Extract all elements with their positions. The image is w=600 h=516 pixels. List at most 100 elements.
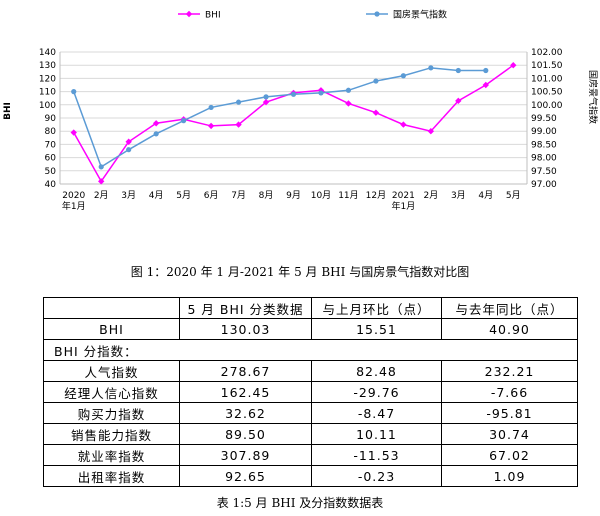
y-right-tick-label: 101.50 <box>531 61 563 71</box>
data-point <box>70 129 77 136</box>
y-left-tick-label: 80 <box>45 127 57 137</box>
table-cell: 30.74 <box>441 423 578 445</box>
figure-caption: 图 1：2020 年 1 月-2021 年 5 月 BHI 与国房景气指数对比图 <box>130 265 470 279</box>
x-axis-ticks: 2020 年1月 2月 3月 4月 5月 6月 7月 8月 9月 10月 11月 12月 2021 年1月 2… <box>62 190 521 212</box>
data-point <box>235 99 242 105</box>
series-line-bhi <box>73 64 514 183</box>
y-left-tick-label: 60 <box>45 154 57 164</box>
data-point <box>181 118 187 124</box>
row-label: 人气指数 <box>43 360 180 382</box>
row-label: 就业率指数 <box>43 444 180 466</box>
table-cell: 89.50 <box>179 423 312 445</box>
x-tick-label: 3月 <box>121 190 136 201</box>
left-axis-title: BHI <box>3 102 13 120</box>
table-cell: 130.03 <box>179 318 312 340</box>
x-tick-label: 12月 <box>366 190 386 201</box>
series-line-guofang <box>73 67 486 168</box>
chart-legend: BHI 国房景气指数 <box>178 9 447 21</box>
legend-label: 国房景气指数 <box>393 9 447 21</box>
data-point <box>262 98 270 106</box>
x-tick-label: 4月 <box>478 190 493 201</box>
table-header-cell <box>43 297 180 319</box>
table-cell: 82.48 <box>311 360 442 382</box>
left-axis-ticks: 40 50 60 70 80 90 100 110 120 130 140 <box>39 48 56 190</box>
line-chart: 40 50 60 70 80 90 100 110 120 130 140 97.00 97.50 98… <box>3 9 599 213</box>
x-tick-label: 3月 <box>451 190 466 201</box>
data-point <box>125 138 132 145</box>
table-caption: 表 1:5 月 BHI 及分指数数据表 <box>216 496 384 510</box>
table-cell: 1.09 <box>441 465 578 487</box>
table-cell: 162.45 <box>179 381 312 403</box>
data-point <box>372 109 380 116</box>
table-row: BHI 130.03 15.51 40.90 <box>43 318 578 340</box>
x-tick-label: 2月 <box>94 190 109 201</box>
y-right-tick-label: 98.50 <box>531 140 557 150</box>
data-point <box>126 147 132 153</box>
data-point <box>153 131 159 137</box>
data-point <box>427 128 435 135</box>
table-cell: -7.66 <box>441 381 578 403</box>
row-label: BHI <box>43 318 180 340</box>
data-point <box>208 104 214 111</box>
data-point <box>98 164 104 170</box>
section-label: BHI 分指数： <box>43 339 578 361</box>
y-left-tick-label: 110 <box>39 88 56 98</box>
data-point <box>455 67 461 74</box>
table-cell: -95.81 <box>441 402 578 424</box>
table-row: 出租率指数 92.65 -0.23 1.09 <box>43 465 578 487</box>
table-cell: 67.02 <box>441 444 578 466</box>
data-point <box>345 87 352 93</box>
table-cell: 232.21 <box>441 360 578 382</box>
y-left-tick-label: 40 <box>45 180 57 190</box>
table-cell: -29.76 <box>311 381 442 403</box>
y-right-tick-label: 98.00 <box>531 154 557 164</box>
right-axis-ticks: 97.00 97.50 98.00 98.50 99.00 99.50 100.00 100.… <box>531 48 563 190</box>
data-point <box>373 78 379 84</box>
data-point <box>98 178 105 185</box>
y-left-tick-label: 100 <box>39 101 56 111</box>
data-point <box>455 97 462 105</box>
x-tick-label: 11月 <box>338 190 358 201</box>
y-left-tick-label: 140 <box>39 48 56 58</box>
table-section-row: BHI 分指数： <box>43 339 578 361</box>
y-left-tick-label: 50 <box>45 167 57 177</box>
legend-label: BHI <box>205 11 221 21</box>
y-right-tick-label: 99.00 <box>531 127 557 137</box>
table-row: 经理人信心指数 162.45 -29.76 -7.66 <box>43 381 578 403</box>
x-tick-label: 9月 <box>286 190 301 201</box>
table-cell: 92.65 <box>179 465 312 487</box>
row-label: 销售能力指数 <box>43 423 180 445</box>
table-header-cell: 与上月环比（点） <box>311 297 442 319</box>
right-axis-title: 国房景气指数 <box>587 70 599 124</box>
table-cell: 32.62 <box>179 402 312 424</box>
legend-marker <box>185 10 193 18</box>
x-tick-label: 4月 <box>149 190 164 201</box>
table-row: 销售能力指数 89.50 10.11 30.74 <box>43 423 578 445</box>
y-left-tick-label: 70 <box>45 140 57 150</box>
data-point <box>290 91 297 97</box>
x-tick-label: 5月 <box>176 190 191 201</box>
row-label: 经理人信心指数 <box>43 381 180 403</box>
chart-grid <box>59 51 528 185</box>
y-right-tick-label: 100.00 <box>531 101 563 111</box>
x-tick-label: 6月 <box>204 190 219 201</box>
data-point <box>400 121 407 128</box>
y-left-tick-label: 120 <box>39 74 56 84</box>
table-cell: -0.23 <box>311 465 442 487</box>
data-point <box>152 120 160 127</box>
y-left-tick-label: 90 <box>45 114 57 124</box>
table-header-cell: 与去年同比（点） <box>441 297 578 319</box>
table-row: 就业率指数 307.89 -11.53 67.02 <box>43 444 578 466</box>
data-point <box>263 94 269 100</box>
x-tick-label: 7月 <box>231 190 246 201</box>
table-cell: 10.11 <box>311 423 442 445</box>
table-header-cell: 5 月 BHI 分类数据 <box>179 297 312 319</box>
data-point <box>318 90 324 96</box>
data-point <box>71 89 77 95</box>
y-right-tick-label: 101.00 <box>531 74 563 84</box>
x-tick-label: 8月 <box>259 190 274 201</box>
table-row: 人气指数 278.67 82.48 232.21 <box>43 360 578 382</box>
x-tick-label: 2月 <box>423 190 438 201</box>
data-point <box>235 121 242 128</box>
table-row: 购买力指数 32.62 -8.47 -95.81 <box>43 402 578 424</box>
